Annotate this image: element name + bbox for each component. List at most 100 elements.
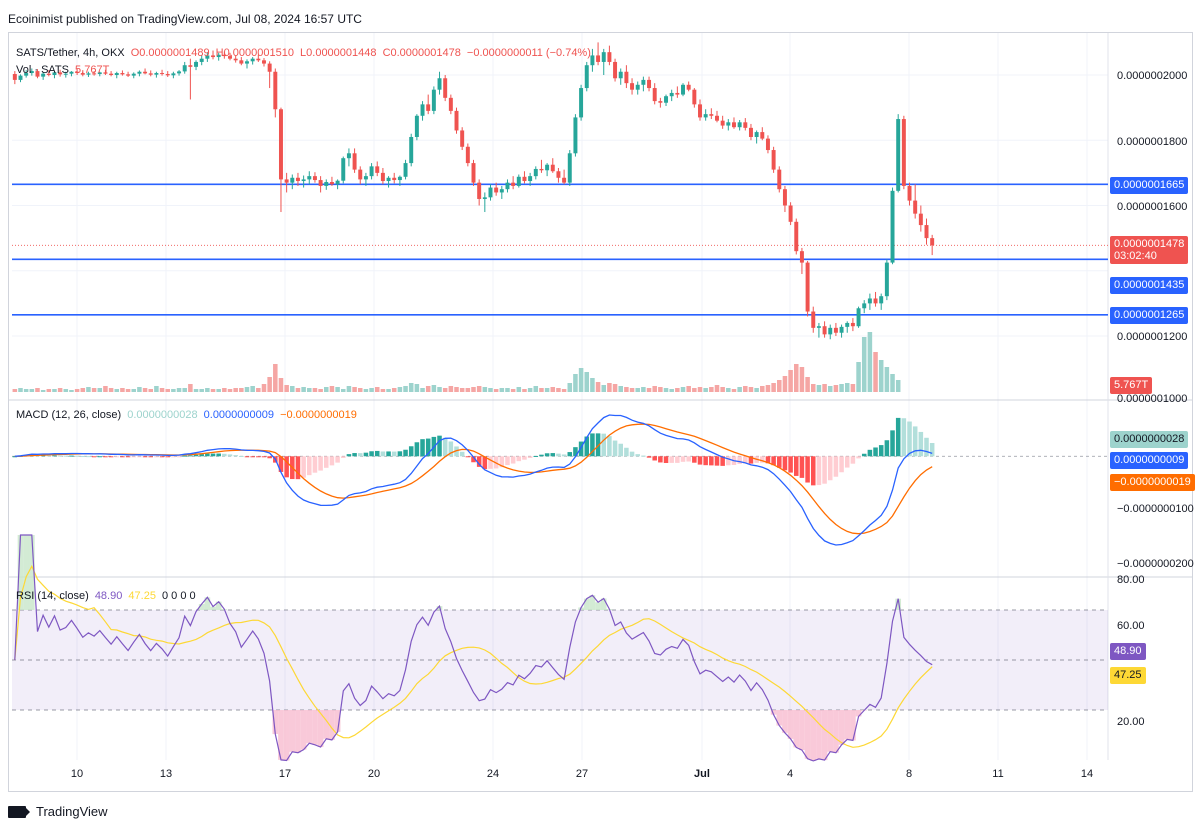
candle-body [443,78,448,98]
rsi-oversold-fill [329,710,335,740]
macd-histogram-bar [227,454,233,457]
volume-bar [408,383,414,392]
macd-histogram-bar [816,456,822,486]
candle-body [556,171,561,178]
rsi-overbought-fill [17,535,24,610]
rsi-oversold-fill [850,710,856,741]
candle-body [522,176,527,182]
candle-body [913,200,918,214]
volume-bar [658,387,663,392]
macd-histogram-bar [799,456,805,478]
macd-histogram-bar [476,456,482,467]
volume-bar [46,389,52,392]
volume-bar [301,387,306,392]
chart-container[interactable] [8,32,1193,792]
candle-body [630,83,635,90]
rsi-overbought-fill [589,595,596,610]
candle-body [386,177,391,182]
macd-histogram-bar [46,455,52,457]
macd-histogram-bar [357,453,363,457]
candle-body [664,96,669,103]
volume-bar [760,386,765,392]
macd-histogram-bar [380,451,386,457]
rsi-oversold-fill [776,710,783,726]
macd-histogram-bar [641,455,646,457]
macd-histogram-bar [278,456,284,472]
candle-body [692,89,697,105]
macd-histogram-bar [57,455,63,457]
macd-histogram-bar [74,455,80,457]
macd-histogram-bar [318,456,323,471]
candle-body [52,72,57,75]
volume-bar [895,380,901,392]
candle-body [709,114,714,116]
volume-bar [850,384,856,392]
macd-histogram-bar [590,433,595,457]
volume-bar [312,388,318,392]
rsi-label: RSI (14, close) [16,590,89,602]
macd-histogram-bar [629,451,635,457]
tradingview-brand[interactable]: TradingView [8,804,108,819]
volume-bar [233,388,238,392]
macd-histogram-bar [312,456,318,473]
macd-histogram-bar [352,453,357,457]
macd-histogram-bar [765,456,771,464]
rsi-oversold-fill [300,710,307,750]
rsi-oversold-fill [289,710,296,752]
candle-body [698,104,702,118]
volume-bar [856,362,861,392]
candle-body [426,104,431,111]
macd-histogram-bar [726,456,731,466]
candle-body [884,262,889,297]
macd-histogram-bar [442,437,448,457]
rsi-overbought-fill [204,597,211,610]
macd-signal-value: −0.0000000019 [280,409,357,421]
rsi-overbought-fill [28,535,35,610]
macd-histogram-bar [499,456,505,468]
volume-bar [391,388,397,392]
macd-signal-line [14,423,933,535]
rsi-oversold-fill [838,710,845,745]
candle-body [579,88,584,118]
candle-body [290,177,295,183]
candle-body [743,122,748,128]
candle-body [777,169,782,190]
volume-value: 5.767T [75,64,110,76]
macd-histogram-bar [448,441,454,457]
volume-bar [210,389,216,392]
macd-histogram-bar [680,456,686,462]
macd-histogram-bar [901,418,907,457]
volume-bar [686,386,691,392]
close-value: C0.0000001478 [382,47,461,59]
candle-body [822,326,827,335]
candle-body [114,73,119,75]
macd-histogram-bar [307,456,312,476]
volume-bar [839,384,844,392]
rsi-overbought-fill [595,602,601,610]
x-axis-label: 20 [367,768,381,780]
candle-body [805,262,810,312]
candle-body [607,52,612,62]
volume-bar [420,388,425,392]
volume-bar [459,388,465,392]
macd-histogram-bar [827,456,833,481]
volume-bar [578,368,584,392]
candle-body [403,163,408,177]
candle-body [545,164,550,171]
macd-histogram-bar [550,453,556,457]
macd-histogram-bar [80,456,86,458]
macd-histogram-bar [40,455,46,457]
macd-histogram-bar [533,455,539,457]
volume-bar [335,387,340,392]
candle-body [324,182,329,186]
volume-bar [805,377,810,392]
candle-body [828,327,833,335]
candle-body [239,60,244,64]
candle-body [539,168,544,171]
candle-body [488,187,493,198]
rsi-value: 48.90 [94,590,123,602]
volume-bar [284,385,289,392]
candle-body [233,58,238,61]
rsi-tag: 48.90 [1110,643,1146,660]
